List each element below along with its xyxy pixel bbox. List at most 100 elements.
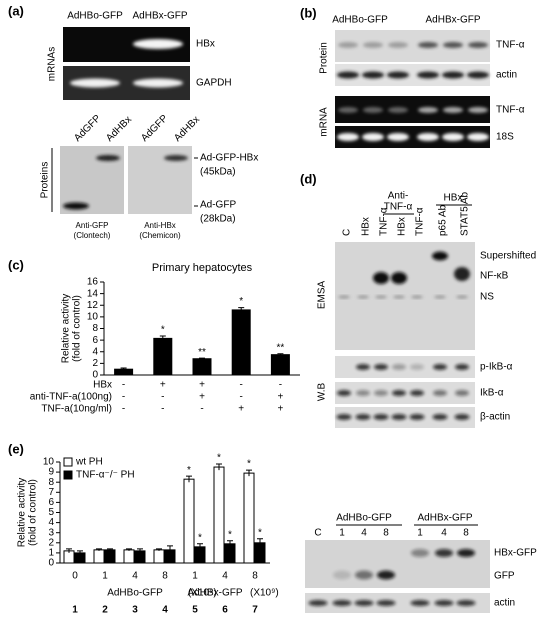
condition-sign: + [199,392,205,403]
label: mRNA [319,107,330,137]
band [336,414,352,420]
band [377,570,395,580]
label: AdHBx-GFP [132,11,187,22]
y-tick-label: 12 [87,300,99,311]
label: (Clontech) [74,231,111,240]
band [418,107,438,113]
error-bar [246,469,252,477]
band [388,42,408,48]
chart-title: Primary hepatocytes [152,262,253,274]
band [388,107,408,113]
band [417,133,439,141]
x-tick-label: 1 [192,571,198,582]
bar [213,466,225,564]
gel [305,540,490,588]
error-bar [186,475,192,483]
gel [335,126,490,148]
y-tick-label: 8 [48,477,54,488]
condition-sign: + [238,404,244,415]
band [467,71,489,79]
lane-number: 4 [162,605,168,616]
label: actin [494,598,515,609]
band [357,295,369,299]
lane-number: 6 [222,605,228,616]
x-tick-label: 4 [222,571,228,582]
band [356,390,370,396]
lane-number: 7 [252,605,258,616]
band [375,295,387,299]
gel [335,64,490,86]
lane-number: 2 [102,605,108,616]
error-bar [227,540,233,547]
annotation: * [161,325,165,336]
band [164,155,188,161]
condition-sign: - [240,392,243,403]
bar [243,472,255,564]
y-tick-label: 8 [92,323,98,334]
band [410,600,430,606]
band [362,71,384,79]
label: AdHBo-GFP [67,11,123,22]
band [468,42,488,48]
band [70,78,120,88]
legend-swatch [63,470,73,480]
panel-label: (e) [8,441,24,456]
error-bar [137,548,143,553]
label: C [342,229,353,236]
label: IkB-α [480,388,504,399]
gel [305,593,490,613]
condition-label: HBx [93,380,112,391]
condition-label: anti-TNF-a(100ng) [30,392,112,403]
y-tick-label: 4 [48,517,54,528]
annotation: * [187,465,191,476]
error-bar [216,463,222,471]
panel-label: (b) [300,5,317,20]
band [410,364,424,370]
label: AdHBo-GFP [332,15,388,26]
band [409,414,425,420]
band [374,390,388,396]
annotation: * [217,453,221,464]
error-bar [96,548,102,551]
band [455,390,469,396]
label: HBx [361,217,372,236]
y-axis-label: Relative activity [17,478,28,547]
band [468,107,488,113]
label: 8 [383,528,389,539]
y-tick-label: 14 [87,288,99,299]
bar [231,309,251,376]
band [432,251,448,261]
band [454,414,470,420]
label: GFP [494,571,515,582]
band [454,267,470,281]
band [133,78,183,88]
error-bar [66,548,72,553]
band [442,71,464,79]
band [391,272,407,284]
band [338,295,350,299]
band [355,414,371,420]
annotation: * [258,527,262,538]
condition-sign: + [277,392,283,403]
error-bar [277,353,284,356]
band [387,71,409,79]
label: p-IkB-α [480,362,513,373]
label: TNF-α [379,207,390,236]
error-bar [120,367,127,371]
band [456,295,468,299]
bar [153,337,173,376]
label: W.B [317,383,328,402]
band [332,600,352,606]
band [337,390,351,396]
bar [192,358,212,376]
y-tick-label: 2 [48,537,54,548]
label: β-actin [480,412,510,423]
annotation: ** [198,347,206,358]
label: 18S [496,132,514,143]
bar [104,549,116,564]
annotation: * [228,529,232,540]
condition-sign: - [161,404,164,415]
y-tick-label: 6 [92,335,98,346]
band [456,600,476,606]
bar [153,549,165,564]
